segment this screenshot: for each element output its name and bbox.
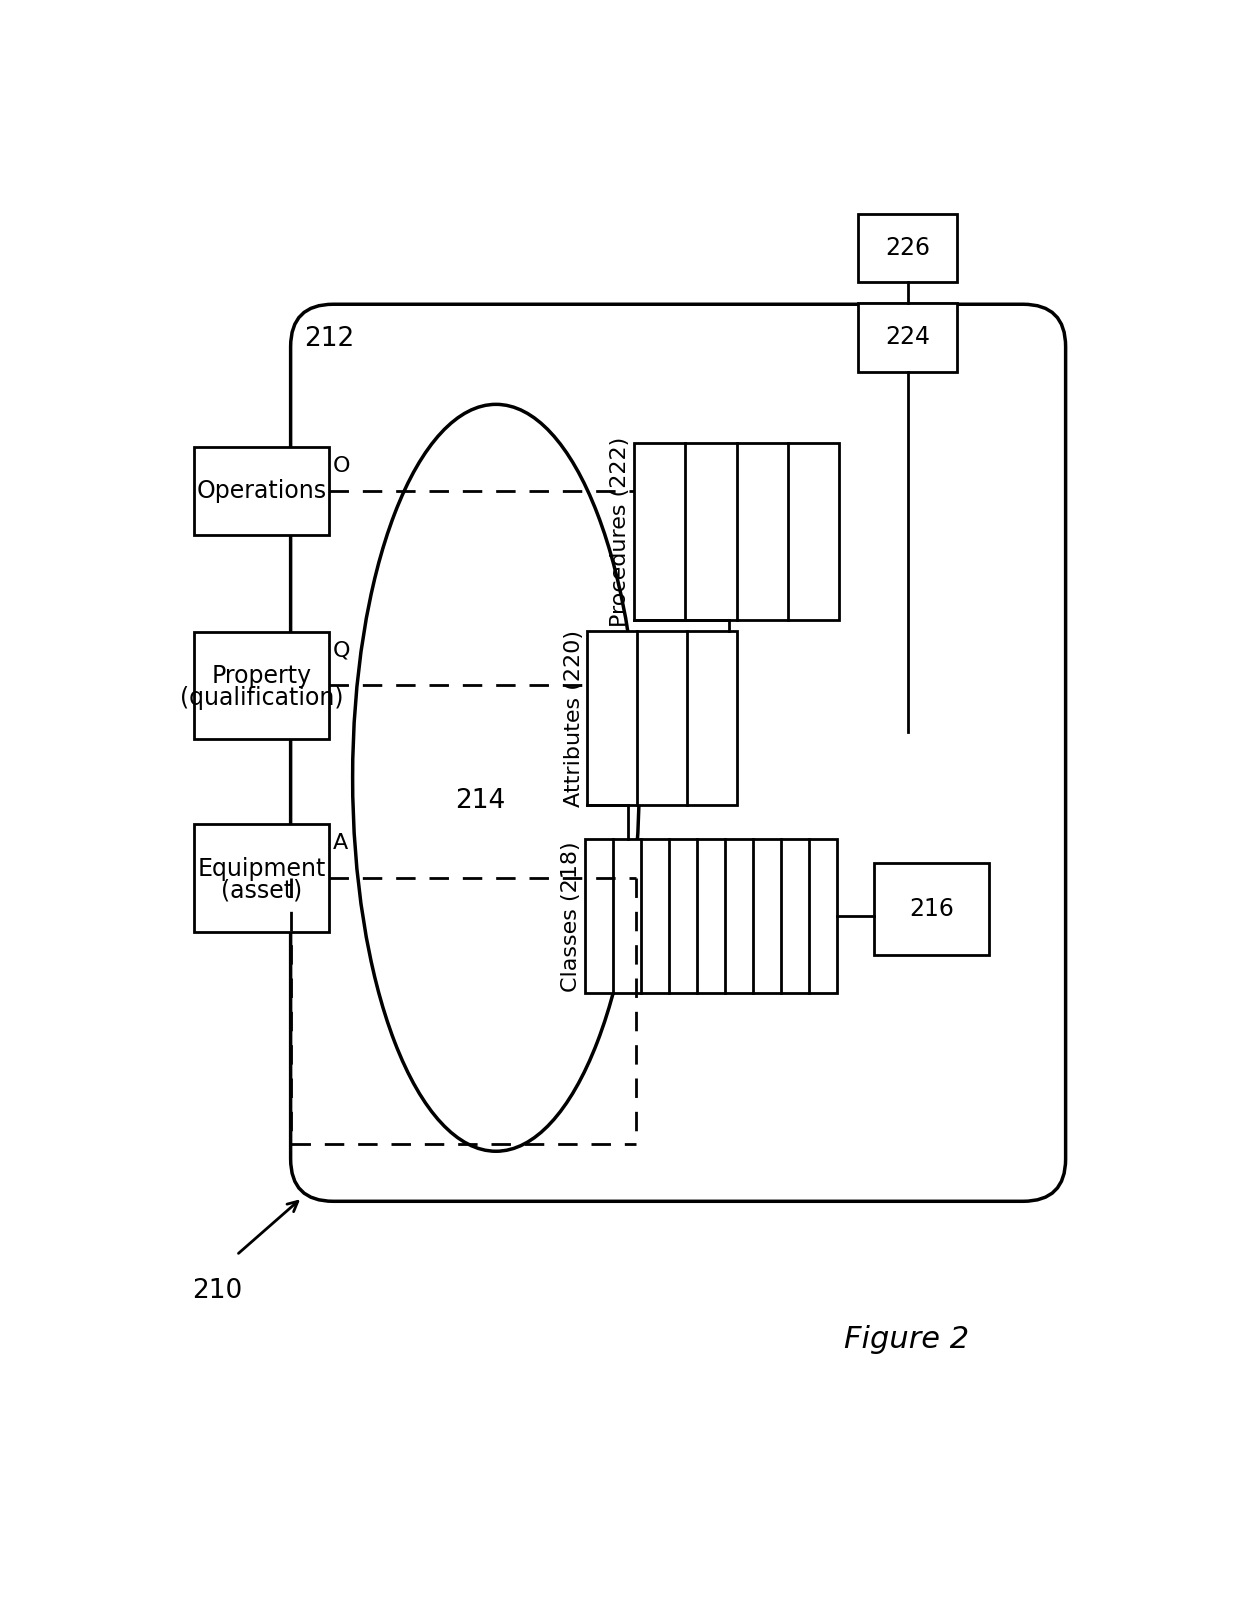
Text: 226: 226	[885, 236, 930, 260]
Bar	[193, 823, 330, 933]
Bar	[193, 446, 330, 534]
Text: A: A	[334, 833, 348, 854]
Text: 224: 224	[885, 326, 930, 350]
Text: Q: Q	[334, 640, 351, 661]
Text: Equipment: Equipment	[197, 857, 326, 881]
Bar	[858, 213, 957, 282]
Text: (asset): (asset)	[221, 878, 303, 902]
FancyBboxPatch shape	[290, 305, 1065, 1201]
Bar	[588, 631, 737, 804]
Bar	[858, 303, 957, 372]
Text: Figure 2: Figure 2	[844, 1326, 970, 1355]
Text: 216: 216	[909, 897, 954, 921]
Bar	[585, 839, 837, 993]
Ellipse shape	[352, 404, 640, 1151]
Text: O: O	[334, 456, 351, 477]
Text: Classes (218): Classes (218)	[562, 841, 582, 992]
Text: 214: 214	[455, 788, 506, 814]
Text: (qualification): (qualification)	[180, 685, 343, 709]
Text: Operations: Operations	[196, 478, 326, 502]
Text: 212: 212	[305, 326, 355, 351]
Bar	[874, 862, 990, 955]
Text: Property: Property	[212, 664, 311, 689]
Text: Procedures (222): Procedures (222)	[610, 437, 630, 626]
Text: Attributes (220): Attributes (220)	[563, 629, 584, 807]
Text: 210: 210	[192, 1278, 242, 1305]
Bar	[193, 631, 330, 740]
Bar	[634, 443, 839, 620]
